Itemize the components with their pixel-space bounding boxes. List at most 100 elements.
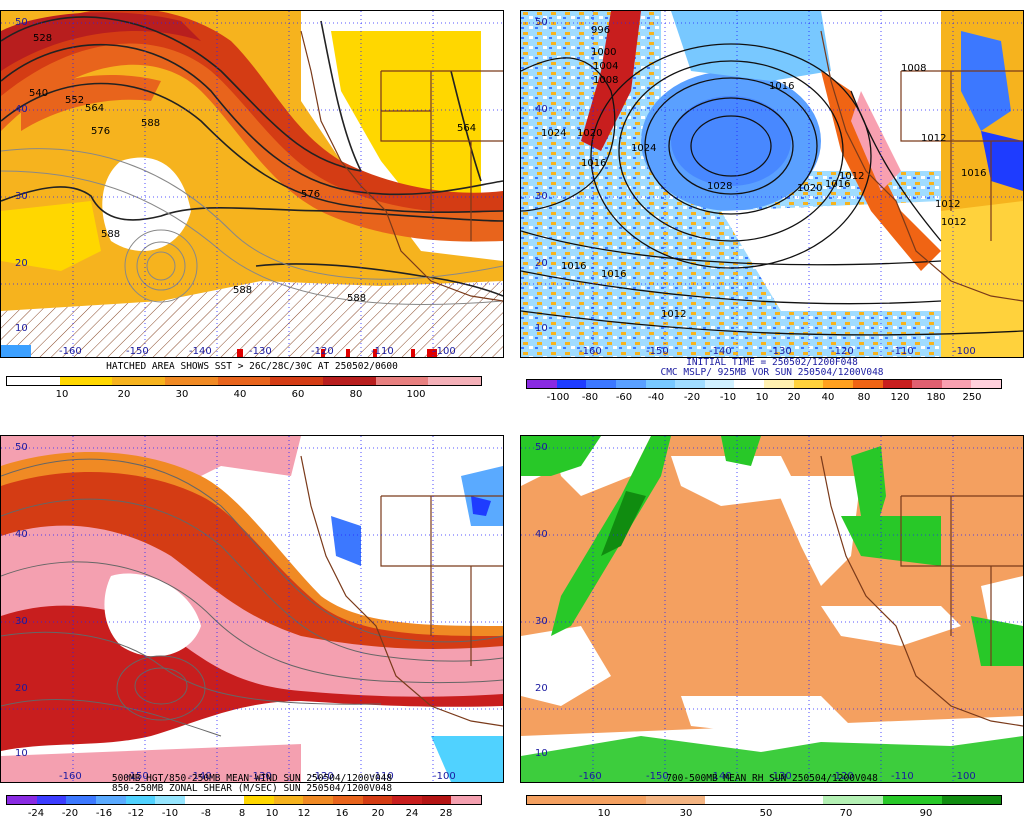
colorbar-swatch bbox=[165, 377, 218, 385]
colorbar-swatch bbox=[428, 377, 482, 385]
colorbar-swatch bbox=[704, 380, 735, 388]
contour-label: 528 bbox=[33, 33, 52, 44]
colorbar-tick: 10 bbox=[755, 392, 769, 403]
lon-label: -140 bbox=[709, 771, 732, 782]
colorbar-swatch bbox=[527, 796, 587, 804]
map-mslp-vorticity: 50 40 30 20 10 -160 -150 -140 -130 -120 … bbox=[520, 10, 1024, 358]
colorbar-tick: 12 bbox=[297, 808, 311, 819]
contour-label: 588 bbox=[101, 229, 120, 240]
lat-label: 30 bbox=[15, 616, 28, 627]
colorbar-tick: 10 bbox=[597, 808, 611, 819]
lon-label: -130 bbox=[769, 346, 792, 357]
lat-label: 50 bbox=[535, 17, 548, 28]
colorbar-swatch bbox=[882, 796, 942, 804]
lat-label: 40 bbox=[535, 104, 548, 115]
lat-label: 40 bbox=[535, 529, 548, 540]
colorbar-swatch bbox=[675, 380, 705, 388]
lat-label: 50 bbox=[15, 17, 28, 28]
lat-label: 50 bbox=[535, 442, 548, 453]
colorbar bbox=[526, 379, 1002, 389]
isobar-label: 1008 bbox=[593, 75, 618, 86]
colorbar-swatch bbox=[823, 380, 853, 388]
colorbar-swatch bbox=[941, 380, 972, 388]
colorbar-swatch bbox=[392, 796, 422, 804]
map-caption: 500MB HGT/850-250MB MEAN WIND SUN 250504… bbox=[111, 773, 393, 784]
isobar-label: 1024 bbox=[631, 143, 656, 154]
lat-label: 30 bbox=[535, 616, 548, 627]
isobar-label: 1020 bbox=[577, 128, 602, 139]
lon-label: -150 bbox=[646, 771, 669, 782]
lon-label: -140 bbox=[189, 346, 212, 357]
colorbar-tick: -100 bbox=[546, 392, 570, 403]
colorbar-swatch bbox=[273, 796, 304, 804]
colorbar-tick: 20 bbox=[787, 392, 801, 403]
colorbar-tick: 70 bbox=[839, 808, 853, 819]
lon-label: -120 bbox=[831, 771, 854, 782]
colorbar-tick: 30 bbox=[679, 808, 693, 819]
isobar-label: 1016 bbox=[769, 81, 794, 92]
map-caption: INITIAL TIME = 250502/1200F048 bbox=[686, 357, 858, 368]
colorbar bbox=[6, 795, 482, 805]
map-caption: HATCHED AREA SHOWS SST > 26C/28C/30C AT … bbox=[106, 361, 398, 372]
lon-label: -130 bbox=[249, 771, 272, 782]
lon-label: -110 bbox=[371, 346, 394, 357]
colorbar-tick: -20 bbox=[683, 392, 701, 403]
colorbar-swatch bbox=[36, 796, 67, 804]
colorbar-swatch bbox=[586, 380, 616, 388]
lat-label: 30 bbox=[15, 191, 28, 202]
lon-label: -160 bbox=[59, 771, 82, 782]
colorbar-swatch bbox=[451, 796, 481, 804]
lat-label: 50 bbox=[15, 442, 28, 453]
contour-label: 588 bbox=[347, 293, 366, 304]
contour-label: 576 bbox=[91, 126, 110, 137]
colorbar-swatch bbox=[882, 380, 913, 388]
colorbar-swatch bbox=[941, 796, 1001, 804]
colorbar-tick: 20 bbox=[117, 389, 131, 400]
colorbar bbox=[6, 376, 482, 386]
panel-mean-rh: 50 40 30 20 10 -160 -150 -140 -130 -120 … bbox=[520, 425, 1024, 835]
colorbar-swatch bbox=[704, 796, 764, 804]
colorbar-swatch bbox=[645, 380, 676, 388]
colorbar-swatch bbox=[217, 377, 271, 385]
colorbar-swatch bbox=[764, 796, 824, 804]
colorbar-tick: 30 bbox=[175, 389, 189, 400]
lon-label: -120 bbox=[311, 771, 334, 782]
isobar-label: 1000 bbox=[591, 47, 616, 58]
lon-label: -120 bbox=[311, 346, 334, 357]
colorbar-tick: 50 bbox=[759, 808, 773, 819]
colorbar-swatch bbox=[421, 796, 452, 804]
colorbar-swatch bbox=[155, 796, 185, 804]
lon-label: -130 bbox=[249, 346, 272, 357]
colorbar-tick: 80 bbox=[857, 392, 871, 403]
colorbar-tick: 16 bbox=[335, 808, 349, 819]
lon-label: -160 bbox=[579, 771, 602, 782]
isobar-label: 1016 bbox=[825, 179, 850, 190]
contour-label: 588 bbox=[233, 285, 252, 296]
colorbar-swatch bbox=[214, 796, 244, 804]
lon-label: -100 bbox=[433, 346, 456, 357]
colorbar-swatch bbox=[734, 380, 764, 388]
colorbar-swatch bbox=[615, 380, 646, 388]
colorbar-swatch bbox=[912, 380, 942, 388]
colorbar-swatch bbox=[95, 796, 126, 804]
colorbar-swatch bbox=[764, 380, 794, 388]
colorbar-tick: 250 bbox=[962, 392, 982, 403]
isobar-label: 1020 bbox=[797, 183, 822, 194]
colorbar-swatch bbox=[125, 796, 156, 804]
colorbar-tick: 24 bbox=[405, 808, 419, 819]
colorbar-tick: 90 bbox=[919, 808, 933, 819]
lat-label: 10 bbox=[535, 323, 548, 334]
lon-label: -150 bbox=[126, 346, 149, 357]
colorbar-ticks: -100 -80 -60 -40 -20 -10 10 20 40 80 120… bbox=[526, 392, 1002, 404]
isobar-label: 1016 bbox=[601, 269, 626, 280]
isobar-label: 1024 bbox=[541, 128, 566, 139]
colorbar-tick: 40 bbox=[233, 389, 247, 400]
colorbar-tick: 20 bbox=[371, 808, 385, 819]
colorbar-tick: 10 bbox=[265, 808, 279, 819]
colorbar-tick: -20 bbox=[61, 808, 79, 819]
lon-label: -150 bbox=[126, 771, 149, 782]
isobar-label: 1008 bbox=[901, 63, 926, 74]
lon-label: -110 bbox=[891, 346, 914, 357]
colorbar-swatch bbox=[793, 380, 824, 388]
colorbar-tick: -10 bbox=[719, 392, 737, 403]
